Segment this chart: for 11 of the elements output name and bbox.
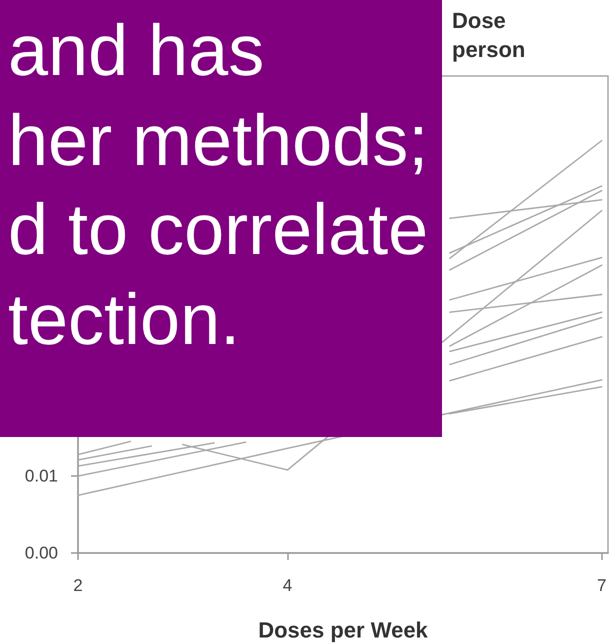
- x-tick-label: 7: [596, 576, 606, 595]
- x-tick-label: 2: [73, 576, 83, 595]
- y-tick-label: 0.01: [24, 466, 58, 486]
- annotation: her methods;: [8, 100, 428, 180]
- annotation: d to correlate: [8, 190, 428, 270]
- x-axis-title: Doses per Week: [258, 618, 429, 642]
- annotation: tection.: [8, 280, 240, 360]
- y-tick-label: 0.00: [24, 544, 58, 562]
- chart-title: Dose person: [452, 8, 526, 62]
- x-tick-label: 4: [282, 576, 292, 595]
- annotation: and has: [8, 11, 264, 91]
